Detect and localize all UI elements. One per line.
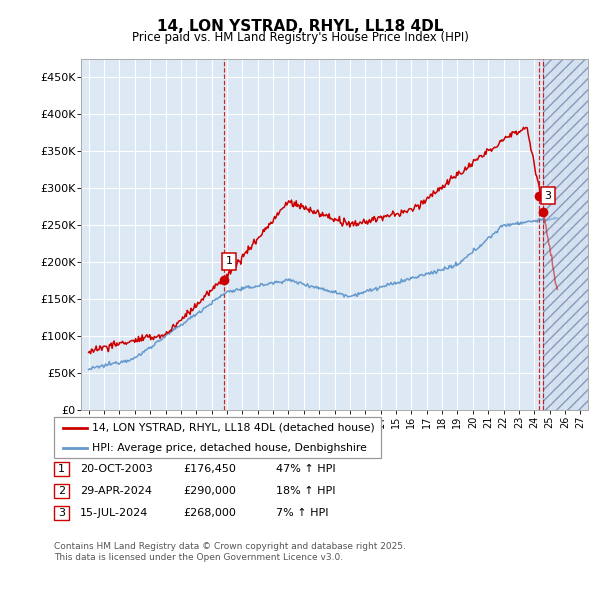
Text: 29-APR-2024: 29-APR-2024 xyxy=(80,486,152,496)
Text: 14, LON YSTRAD, RHYL, LL18 4DL: 14, LON YSTRAD, RHYL, LL18 4DL xyxy=(157,19,443,34)
Text: £290,000: £290,000 xyxy=(183,486,236,496)
Bar xyxy=(542,59,588,410)
Text: 1: 1 xyxy=(58,464,65,474)
Text: 14, LON YSTRAD, RHYL, LL18 4DL (detached house): 14, LON YSTRAD, RHYL, LL18 4DL (detached… xyxy=(92,423,374,432)
Text: 3: 3 xyxy=(545,191,551,201)
Text: 20-OCT-2003: 20-OCT-2003 xyxy=(80,464,152,474)
Text: Contains HM Land Registry data © Crown copyright and database right 2025.
This d: Contains HM Land Registry data © Crown c… xyxy=(54,542,406,562)
Text: £268,000: £268,000 xyxy=(183,508,236,517)
Text: 18% ↑ HPI: 18% ↑ HPI xyxy=(276,486,335,496)
Text: 3: 3 xyxy=(58,508,65,517)
Text: 47% ↑ HPI: 47% ↑ HPI xyxy=(276,464,335,474)
Text: £176,450: £176,450 xyxy=(183,464,236,474)
Text: 2: 2 xyxy=(58,486,65,496)
Text: 15-JUL-2024: 15-JUL-2024 xyxy=(80,508,148,517)
Text: HPI: Average price, detached house, Denbighshire: HPI: Average price, detached house, Denb… xyxy=(92,444,367,453)
Text: 1: 1 xyxy=(226,256,233,266)
Text: 7% ↑ HPI: 7% ↑ HPI xyxy=(276,508,329,517)
Text: Price paid vs. HM Land Registry's House Price Index (HPI): Price paid vs. HM Land Registry's House … xyxy=(131,31,469,44)
Bar xyxy=(542,59,588,410)
